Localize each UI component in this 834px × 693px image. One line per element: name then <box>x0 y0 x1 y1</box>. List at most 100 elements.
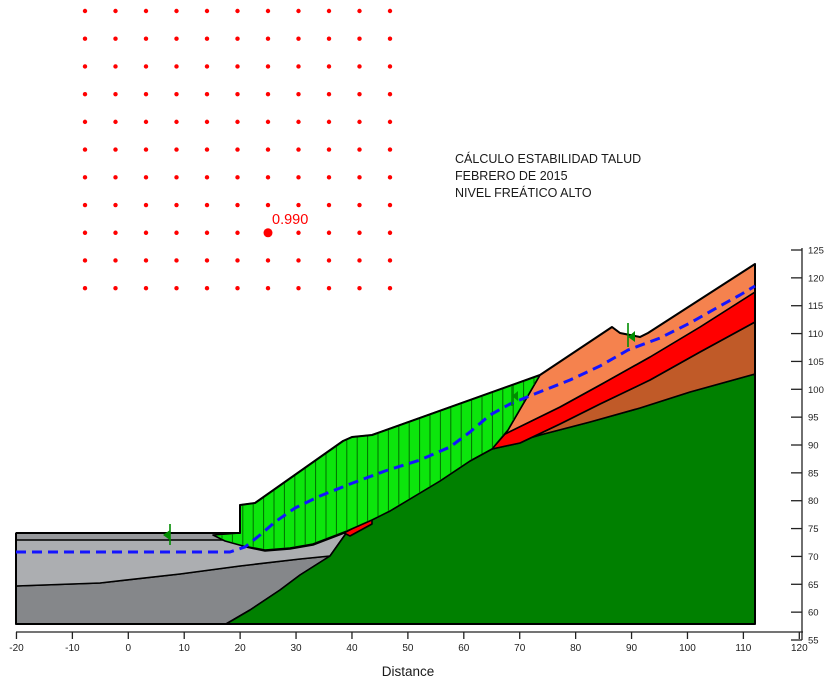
annotation-line-1: CÁLCULO ESTABILIDAD TALUD <box>455 151 641 166</box>
grid-center-dot <box>326 119 332 125</box>
right-axis-tick-label: 125 <box>808 246 824 257</box>
right-axis-tick-label: 85 <box>808 468 819 479</box>
grid-center-dot <box>174 258 179 263</box>
grid-center-dot <box>143 8 149 14</box>
grid-center-dot <box>326 258 332 263</box>
grid-center-dot <box>143 258 149 263</box>
grid-center-dot <box>143 147 149 152</box>
cross-section-layers <box>15 263 756 625</box>
water-table-flag-icon <box>628 331 635 342</box>
ground-surface-outline <box>15 263 756 625</box>
grid-center-dot <box>82 175 88 180</box>
x-axis-title: Distance <box>382 664 435 679</box>
grid-center-dot <box>357 64 362 69</box>
grid-center-dot <box>113 286 118 291</box>
grid-center-dot <box>174 286 179 291</box>
grid-center-dot <box>174 147 179 152</box>
bottom-axis-tick-label: 30 <box>290 643 302 654</box>
bottom-axis-tick-label: 120 <box>791 643 808 654</box>
right-axis-tick-label: 70 <box>808 552 819 563</box>
grid-center-dot <box>357 8 362 14</box>
bottom-axis-tick-label: -20 <box>9 643 24 654</box>
right-axis-tick-label: 115 <box>808 301 823 312</box>
grid-center-dot <box>296 119 301 125</box>
grid-center-dot <box>113 64 118 69</box>
grid-center-dot <box>82 8 88 14</box>
grid-center-dot <box>204 91 210 97</box>
grid-center-dot <box>326 175 332 180</box>
grid-center-dot <box>143 230 149 235</box>
grid-center-dot <box>113 230 118 235</box>
grid-center-dot <box>265 202 271 208</box>
grid-center-dot <box>296 258 301 263</box>
grid-center-dot <box>235 175 240 180</box>
grid-center-dot <box>143 286 149 291</box>
bottom-axis-tick-label: 100 <box>679 643 696 654</box>
grid-center-dot <box>296 230 301 235</box>
right-axis-tick-label: 55 <box>808 636 819 647</box>
grid-center-dot <box>113 202 118 208</box>
right-axis-tick-label: 90 <box>808 441 819 452</box>
right-axis-tick-label: 105 <box>808 357 824 368</box>
grid-center-dot <box>113 91 118 97</box>
grid-center-dot <box>143 175 149 180</box>
grid-center-dot <box>174 64 179 69</box>
grid-center-dot <box>326 36 332 41</box>
grid-center-dot <box>265 36 271 41</box>
grid-center-dot <box>357 258 362 263</box>
grid-center-dot <box>387 286 393 291</box>
grid-center-dot <box>235 230 240 235</box>
grid-center-dot <box>204 36 210 41</box>
grid-center-dot <box>82 36 88 41</box>
right-axis-tick-label: 75 <box>808 524 819 535</box>
grid-center-dot <box>174 36 179 41</box>
grid-center-dot <box>82 147 88 152</box>
grid-center-dot <box>387 202 393 208</box>
grid-center-dot <box>143 91 149 97</box>
right-axis-tick-label: 95 <box>808 413 819 424</box>
grid-center-dot <box>296 286 301 291</box>
grid-center-dot <box>113 147 118 152</box>
phreatic-line <box>16 284 756 554</box>
grid-center-dot <box>235 286 240 291</box>
right-axis-tick-label: 80 <box>808 496 819 507</box>
grid-center-dot <box>265 258 271 263</box>
grid-center-dot <box>296 64 301 69</box>
grid-center-dot <box>296 36 301 41</box>
grid-center-dot <box>82 91 88 97</box>
layer-gray-band <box>15 532 241 541</box>
grid-center-dot <box>143 202 149 208</box>
right-axis-tick-label: 110 <box>808 329 823 340</box>
grid-center-dot <box>357 286 362 291</box>
bottom-axis-tick-label: 60 <box>458 643 470 654</box>
bottom-axis-tick-label: 70 <box>514 643 526 654</box>
grid-center-dot <box>387 36 393 41</box>
grid-center-dot <box>326 230 332 235</box>
grid-center-dot <box>82 64 88 69</box>
grid-center-dot <box>204 147 210 152</box>
grid-center-dot <box>235 147 240 152</box>
water-table-flag-icon <box>512 391 518 401</box>
grid-center-dot <box>235 258 240 263</box>
grid-center-dot <box>174 202 179 208</box>
bottom-axis: -20 -10 0 10 20 30 40 50 60 70 80 90 100 110 120 <box>9 631 808 654</box>
grid-center-dot <box>357 175 362 180</box>
grid-center-dot <box>82 119 88 125</box>
grid-center-dot <box>235 202 240 208</box>
grid-center-dot <box>326 147 332 152</box>
grid-center-dot <box>235 91 240 97</box>
grid-center-dot <box>265 64 271 69</box>
grid-center-dot <box>326 91 332 97</box>
grid-center-dot <box>357 91 362 97</box>
grid-center-dot <box>204 175 210 180</box>
grid-center-dot <box>387 230 393 235</box>
grid-center-dot <box>204 258 210 263</box>
ground-surface-path <box>15 263 756 625</box>
bottom-axis-tick-label: 90 <box>626 643 638 654</box>
grid-center-dot <box>235 36 240 41</box>
critical-center-dot <box>263 228 273 238</box>
grid-center-dot <box>113 36 118 41</box>
grid-center-dot <box>174 91 179 97</box>
